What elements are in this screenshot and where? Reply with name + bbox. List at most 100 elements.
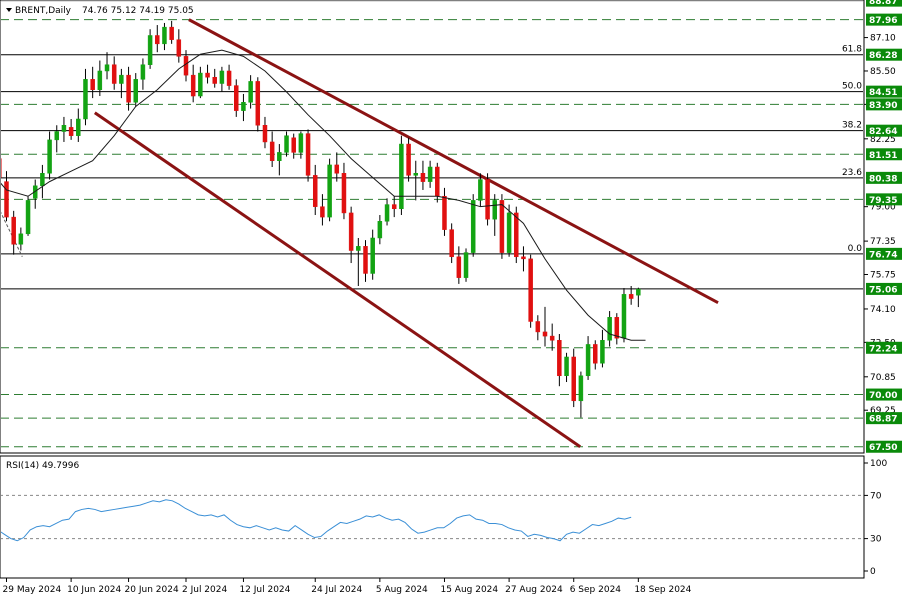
candle[interactable]	[528, 258, 533, 322]
candle[interactable]	[111, 64, 117, 84]
candle[interactable]	[119, 74, 124, 84]
candle[interactable]	[25, 200, 31, 235]
price-axis[interactable]: 87.10 85.50 83.90 82.25 79.00 77.35 75.75 74.10…	[864, 0, 902, 453]
candle[interactable]	[478, 179, 483, 201]
candle[interactable]	[126, 74, 131, 103]
candle[interactable]	[399, 143, 404, 210]
candle[interactable]	[334, 164, 340, 174]
candle[interactable]	[312, 175, 318, 207]
candle[interactable]	[535, 321, 541, 333]
candle[interactable]	[205, 72, 210, 78]
candle[interactable]	[636, 288, 641, 296]
candle[interactable]	[506, 212, 512, 253]
candle[interactable]	[40, 173, 45, 187]
candle[interactable]	[320, 206, 325, 218]
candle[interactable]	[485, 179, 490, 220]
candle[interactable]	[219, 70, 225, 84]
candle[interactable]	[327, 164, 332, 218]
candle[interactable]	[4, 181, 9, 218]
candle[interactable]	[499, 200, 505, 253]
candle[interactable]	[140, 64, 146, 80]
candle[interactable]	[585, 344, 591, 377]
candle[interactable]	[269, 141, 275, 161]
candle[interactable]	[54, 131, 60, 141]
candle[interactable]	[104, 64, 110, 72]
candle[interactable]	[90, 79, 95, 91]
rsi-panel[interactable]	[0, 455, 865, 579]
candle[interactable]	[571, 356, 576, 402]
candle[interactable]	[234, 85, 239, 111]
candle[interactable]	[614, 317, 620, 339]
candle[interactable]	[514, 212, 519, 258]
candle[interactable]	[435, 166, 440, 197]
candle[interactable]	[190, 74, 196, 97]
candle[interactable]	[76, 118, 81, 136]
candle[interactable]	[32, 185, 38, 199]
candle[interactable]	[162, 26, 167, 45]
candle[interactable]	[600, 340, 605, 364]
candle[interactable]	[241, 102, 246, 111]
candle[interactable]	[542, 331, 548, 337]
candle[interactable]	[61, 125, 67, 132]
candle[interactable]	[47, 139, 52, 174]
candle[interactable]	[133, 79, 138, 103]
candle[interactable]	[384, 204, 390, 222]
candle[interactable]	[226, 70, 232, 86]
candle[interactable]	[255, 81, 261, 126]
price-badge-label: 76.74	[869, 250, 897, 260]
candle[interactable]	[463, 252, 469, 278]
trend-line-lower[interactable]	[93, 111, 582, 448]
candle[interactable]	[621, 294, 627, 339]
candle[interactable]	[628, 294, 634, 299]
candle[interactable]	[377, 221, 383, 239]
candle[interactable]	[176, 39, 182, 57]
candle[interactable]	[391, 204, 397, 210]
candle[interactable]	[578, 375, 584, 402]
candle[interactable]	[248, 81, 253, 103]
candle[interactable]	[442, 195, 447, 230]
trend-line-upper[interactable]	[188, 18, 719, 305]
candle[interactable]	[18, 233, 24, 245]
candle[interactable]	[97, 70, 103, 91]
candle[interactable]	[348, 212, 354, 251]
candle[interactable]	[593, 344, 598, 364]
candle[interactable]	[262, 125, 268, 143]
candle[interactable]	[212, 76, 217, 84]
candle[interactable]	[169, 26, 174, 40]
candle[interactable]	[406, 143, 411, 176]
candle[interactable]	[341, 173, 347, 214]
candle[interactable]	[291, 137, 296, 153]
candle[interactable]	[11, 216, 16, 245]
candle[interactable]	[449, 229, 454, 258]
candle[interactable]	[356, 246, 361, 251]
candle[interactable]	[492, 200, 497, 220]
candle[interactable]	[549, 335, 555, 341]
candle[interactable]	[68, 127, 74, 136]
candle[interactable]	[277, 152, 282, 161]
candle[interactable]	[557, 340, 562, 377]
candle[interactable]	[607, 317, 612, 341]
candle[interactable]	[470, 200, 476, 253]
candle[interactable]	[198, 72, 203, 97]
triangle-down-icon[interactable]	[6, 8, 12, 12]
candle[interactable]	[363, 246, 368, 274]
candle[interactable]	[521, 256, 526, 260]
candle[interactable]	[298, 133, 304, 153]
candle[interactable]	[147, 35, 153, 65]
candle[interactable]	[0, 158, 2, 178]
price-badge-label: 84.51	[869, 88, 897, 98]
candle[interactable]	[456, 256, 462, 278]
candle[interactable]	[83, 79, 88, 120]
price-panel[interactable]	[0, 0, 865, 454]
time-tick-label: 15 Aug 2024	[440, 585, 498, 595]
candle[interactable]	[305, 133, 311, 176]
candle[interactable]	[564, 356, 569, 377]
candle[interactable]	[370, 237, 375, 274]
candle[interactable]	[284, 135, 289, 153]
candle[interactable]	[420, 173, 426, 182]
candle[interactable]	[413, 173, 419, 176]
candle[interactable]	[427, 166, 433, 182]
candle[interactable]	[155, 35, 160, 45]
candle[interactable]	[183, 56, 189, 76]
time-axis[interactable]: 29 May 2024 10 Jun 2024 20 Jun 2024 2 Jul 2…	[3, 578, 692, 595]
